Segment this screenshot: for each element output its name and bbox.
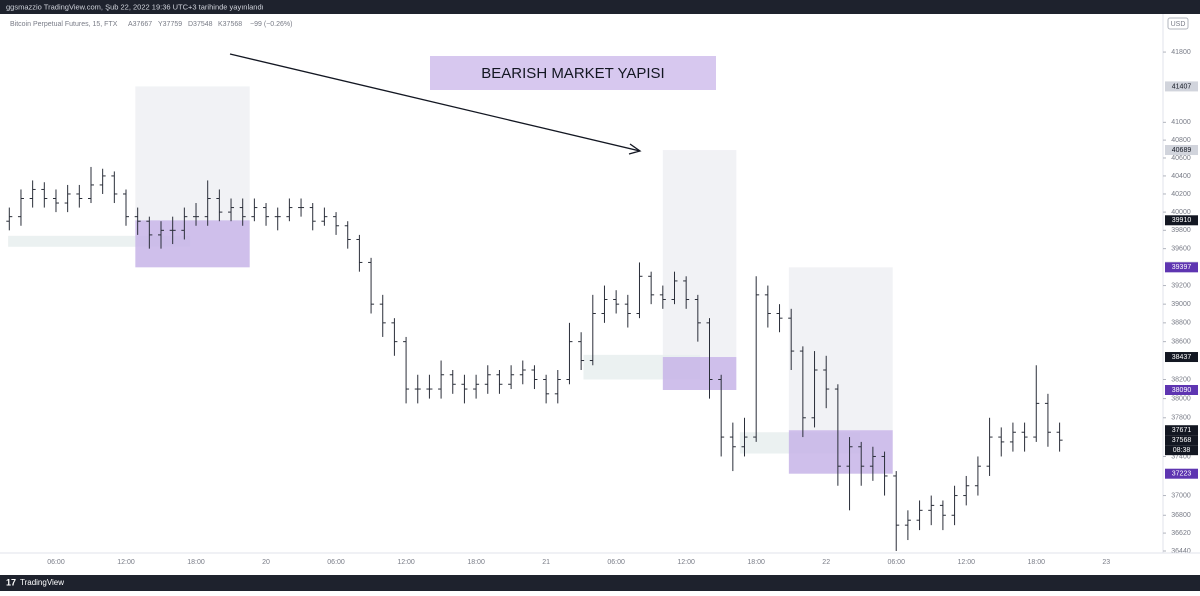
y-tick-label: 38600 bbox=[1171, 338, 1191, 345]
price-label: 40689 bbox=[1172, 147, 1192, 154]
x-tick-label: 12:00 bbox=[677, 559, 695, 566]
x-tick-label: 23 bbox=[1102, 559, 1110, 566]
zone bbox=[8, 235, 191, 247]
bars bbox=[6, 166, 1063, 552]
legend: A37667 Y37759 D37548 K37568 −99 (−0.26%) bbox=[128, 21, 292, 28]
x-tick-label: 06:00 bbox=[47, 559, 65, 566]
y-tick-label: 40000 bbox=[1171, 209, 1191, 216]
price-label-box bbox=[1165, 468, 1198, 479]
symbol-title: Bitcoin Perpetual Futures, 15, FTX bbox=[10, 21, 118, 28]
countdown-box bbox=[1165, 445, 1198, 456]
y-tick-label: 39600 bbox=[1171, 245, 1191, 252]
y-tick-label: 40400 bbox=[1171, 173, 1191, 180]
price-label-box bbox=[1165, 262, 1198, 273]
y-tick-label: 37000 bbox=[1171, 492, 1191, 499]
zone bbox=[662, 150, 737, 358]
y-tick-label: 36800 bbox=[1171, 512, 1191, 519]
x-tick-label: 18:00 bbox=[467, 559, 485, 566]
y-tick-label: 39800 bbox=[1171, 227, 1191, 234]
zones bbox=[8, 86, 893, 474]
footer-bar bbox=[0, 575, 1200, 591]
price-label: 39910 bbox=[1172, 217, 1192, 224]
zone bbox=[135, 86, 250, 221]
zone bbox=[662, 357, 737, 390]
y-axis: 41800 41000 40800 40600 40400 40200 40000 39800… bbox=[1163, 49, 1198, 555]
price-axis bbox=[1163, 14, 1200, 553]
price-label-box bbox=[1165, 215, 1198, 226]
x-tick-label: 12:00 bbox=[117, 559, 135, 566]
currency-box bbox=[1167, 17, 1189, 30]
price-label-box bbox=[1165, 384, 1198, 395]
price-label-box bbox=[1165, 425, 1198, 436]
y-tick-label: 38200 bbox=[1171, 376, 1191, 383]
y-tick-label: 38000 bbox=[1171, 395, 1191, 402]
annotation: BEARISH MARKET YAPISI bbox=[481, 65, 664, 82]
zone bbox=[788, 430, 893, 474]
zone bbox=[135, 220, 250, 268]
arrow-head bbox=[628, 143, 642, 155]
y-tick-label: 37800 bbox=[1171, 415, 1191, 422]
y-tick-label: 36620 bbox=[1171, 530, 1191, 537]
y-tick-label: 38800 bbox=[1171, 320, 1191, 327]
x-tick-label: 22 bbox=[822, 559, 830, 566]
legend-value: Y37759 bbox=[158, 21, 182, 28]
legend-value: D37548 bbox=[188, 21, 213, 28]
x-tick-label: 06:00 bbox=[327, 559, 345, 566]
arrow bbox=[229, 53, 641, 152]
y-tick-label: 40600 bbox=[1171, 155, 1191, 162]
price-label: 37568 bbox=[1172, 437, 1192, 444]
price-label: 38437 bbox=[1172, 354, 1192, 361]
footer-logo: 17 bbox=[6, 577, 16, 587]
y-tick-label: 41000 bbox=[1171, 119, 1191, 126]
zone bbox=[788, 267, 893, 431]
price-label-box bbox=[1165, 435, 1198, 446]
y-tick-label: 36440 bbox=[1171, 548, 1191, 555]
y-tick-label: 41800 bbox=[1171, 49, 1191, 56]
x-tick-label: 12:00 bbox=[957, 559, 975, 566]
footer-brand: TradingView bbox=[20, 578, 64, 587]
legend-value: K37568 bbox=[218, 21, 242, 28]
x-tick-label: 06:00 bbox=[607, 559, 625, 566]
y-tick-label: 40800 bbox=[1171, 137, 1191, 144]
x-tick-label: 21 bbox=[542, 559, 550, 566]
header-text: ggsmazzio TradingView.com, Şub 22, 2022 … bbox=[6, 2, 264, 11]
price-label-box bbox=[1165, 145, 1198, 156]
x-axis: 06:00 12:00 18:00 20 06:00 12:00 18:00 21 06:00 1… bbox=[47, 559, 1110, 566]
x-tick-label: 18:00 bbox=[187, 559, 205, 566]
currency: USD bbox=[1171, 21, 1186, 28]
price-label: 41407 bbox=[1172, 83, 1192, 90]
price-label: 37223 bbox=[1172, 471, 1192, 478]
y-tick-label: 37400 bbox=[1171, 453, 1191, 460]
y-tick-label: 39000 bbox=[1171, 301, 1191, 308]
price-label: 37671 bbox=[1172, 427, 1192, 434]
x-tick-label: 18:00 bbox=[1027, 559, 1045, 566]
price-label: 39397 bbox=[1172, 264, 1192, 271]
x-tick-label: 18:00 bbox=[747, 559, 765, 566]
annotation-box bbox=[430, 56, 716, 90]
price-label: 38090 bbox=[1172, 387, 1192, 394]
x-tick-label: 20 bbox=[262, 559, 270, 566]
legend-value: A37667 bbox=[128, 21, 152, 28]
y-tick-label: 40200 bbox=[1171, 191, 1191, 198]
header-bar bbox=[0, 0, 1200, 14]
x-tick-label: 06:00 bbox=[887, 559, 905, 566]
countdown: 08:38 bbox=[1173, 447, 1191, 454]
legend-value: −99 (−0.26%) bbox=[250, 21, 292, 28]
price-label-box bbox=[1165, 352, 1198, 363]
x-tick-label: 12:00 bbox=[397, 559, 415, 566]
price-label-box bbox=[1165, 81, 1198, 92]
y-tick-label: 39200 bbox=[1171, 282, 1191, 289]
